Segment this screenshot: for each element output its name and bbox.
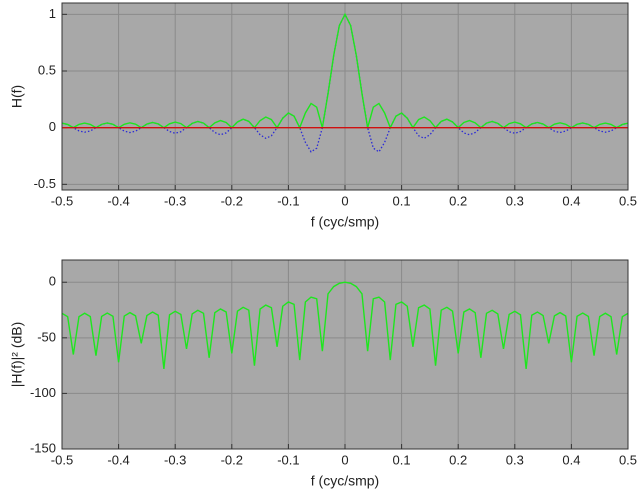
x-tick-label: -0.4 [107,193,129,208]
x-tick-label: -0.2 [221,193,243,208]
x-tick-label: 0.5 [619,193,637,208]
x-tick-label: 0.2 [449,452,467,467]
x-tick-label: 0.4 [562,452,580,467]
x-tick-label: 0.3 [506,193,524,208]
axes-frame [61,2,629,191]
y-tick-label: 0 [49,274,56,289]
y-tick-label: 0.5 [38,62,56,77]
y-axis-label: H(f) [9,85,25,108]
x-tick-label: 0 [341,452,348,467]
x-tick-label: 0.3 [506,452,524,467]
x-tick-label: -0.3 [164,193,186,208]
y-tick-label: 1 [49,6,56,21]
series-line [62,281,628,370]
x-tick-label: 0.1 [393,452,411,467]
y-tick-label: -150 [30,440,56,455]
x-tick-label: -0.5 [51,193,73,208]
y-tick-label: 0 [49,119,56,134]
x-tick-label: 0.5 [619,452,637,467]
x-tick-label: -0.5 [51,452,73,467]
series-line [62,12,628,130]
plot-lines [62,281,628,370]
plot-lines [62,12,628,153]
x-tick-label: 0.4 [562,193,580,208]
y-axis-label: |H(f)|² (dB) [9,322,25,388]
x-axis-label: f (cyc/smp) [311,214,379,230]
x-tick-label: 0.1 [393,193,411,208]
y-tick-label: -100 [30,385,56,400]
y-tick-label: -50 [37,329,56,344]
x-tick-label: -0.1 [277,193,299,208]
x-tick-label: -0.3 [164,452,186,467]
x-tick-label: 0.2 [449,193,467,208]
x-tick-label: 0 [341,193,348,208]
axes-frame [61,259,629,450]
x-axis-label: f (cyc/smp) [311,473,379,489]
x-tick-label: -0.4 [107,452,129,467]
y-tick-label: -0.5 [34,176,56,191]
x-tick-label: -0.1 [277,452,299,467]
x-tick-label: -0.2 [221,452,243,467]
